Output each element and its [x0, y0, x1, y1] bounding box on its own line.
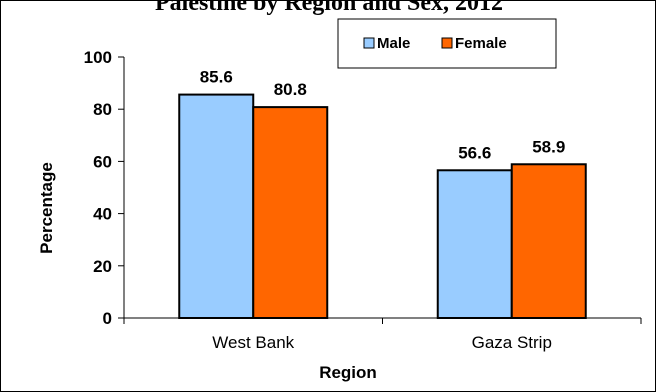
- y-tick-label: 100: [84, 48, 112, 67]
- bar-male: [436, 169, 513, 319]
- x-tick-label: Gaza Strip: [472, 333, 552, 352]
- data-label: 58.9: [532, 137, 565, 156]
- legend-label-female: Female: [455, 35, 507, 52]
- data-label: 56.6: [458, 143, 491, 162]
- bar-male: [178, 93, 255, 319]
- y-tick-label: 80: [93, 100, 112, 119]
- bar-female: [510, 163, 587, 319]
- x-axis-title: Region: [319, 363, 377, 382]
- x-ticks: West Bank Gaza Strip: [123, 318, 642, 352]
- legend-swatch-male: [363, 37, 375, 49]
- y-axis-title: Percentage: [37, 162, 56, 254]
- data-label: 80.8: [274, 80, 307, 99]
- data-labels: 85.6 80.8 56.6 58.9: [200, 68, 566, 163]
- x-tick-label: West Bank: [212, 333, 294, 352]
- y-tick-label: 60: [93, 152, 112, 171]
- bar-female: [252, 106, 329, 319]
- y-tick-label: 20: [93, 257, 112, 276]
- bars: [178, 93, 587, 319]
- chart-title: Palestine by Region and Sex, 2012: [155, 1, 503, 16]
- y-ticks: 0 20 40 60 80 100: [84, 48, 124, 328]
- legend-swatch-female: [441, 37, 453, 49]
- legend: Male Female: [337, 18, 557, 69]
- plot-area: 0 20 40 60 80 100 West Bank Gaza Strip 85.6 80.…: [84, 48, 642, 352]
- legend-label-male: Male: [377, 35, 410, 52]
- y-tick-label: 40: [93, 205, 112, 224]
- y-tick-label: 0: [103, 309, 112, 328]
- data-label: 85.6: [200, 68, 233, 87]
